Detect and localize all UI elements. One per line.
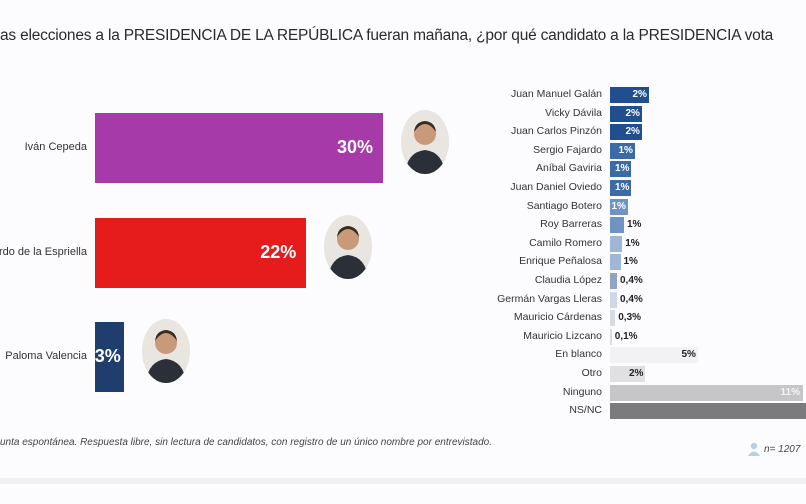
bar-value-label: 1% bbox=[625, 237, 640, 249]
bar-value-label: 1% bbox=[615, 182, 630, 193]
category-label: Enrique Peñalosa bbox=[519, 255, 602, 268]
bar-value-label: 1% bbox=[615, 163, 630, 175]
category-label: Juan Daniel Oviedo bbox=[510, 181, 602, 193]
bar-value-label: 2% bbox=[629, 368, 644, 379]
category-label: Juan Carlos Pinzón bbox=[510, 125, 602, 138]
category-label: Germán Vargas Lleras bbox=[497, 292, 602, 305]
candidate-name: rdo de la Espriella bbox=[0, 246, 87, 258]
bar bbox=[610, 161, 631, 178]
category-label: Camilo Romero bbox=[529, 236, 602, 249]
candidate-name: Paloma Valencia bbox=[5, 350, 87, 362]
category-label: Mauricio Lizcano bbox=[523, 329, 602, 342]
bar bbox=[610, 403, 806, 420]
bar bbox=[610, 180, 631, 196]
bar bbox=[610, 198, 628, 215]
bar-value-label: 1% bbox=[627, 219, 642, 231]
bar-value-label: 2% bbox=[632, 89, 647, 100]
bar-value-label: 5% bbox=[681, 349, 696, 361]
bar bbox=[610, 105, 642, 122]
category-label: Juan Manuel Galán bbox=[510, 88, 602, 100]
bar-value-label: 0,3% bbox=[618, 312, 642, 324]
bar bbox=[610, 291, 617, 308]
category-label: Ninguno bbox=[562, 385, 602, 398]
category-label: NS/NC bbox=[569, 404, 602, 417]
bar-value-label: 1% bbox=[618, 144, 633, 156]
footer-band bbox=[0, 478, 806, 484]
category-label: Otro bbox=[581, 367, 602, 379]
bar-value-label: 2% bbox=[625, 126, 640, 138]
candidate-photo bbox=[141, 319, 190, 383]
category-label: Santiago Botero bbox=[526, 199, 602, 212]
bar-value-label: 11% bbox=[780, 386, 800, 398]
bar-value-label: 0,4% bbox=[620, 275, 643, 286]
bar bbox=[95, 218, 307, 288]
category-label: En blanco bbox=[555, 348, 602, 361]
bar bbox=[95, 322, 124, 392]
category-label: Mauricio Cárdenas bbox=[513, 311, 602, 324]
bar bbox=[610, 384, 803, 401]
category-label: Aníbal Gaviria bbox=[536, 162, 602, 175]
candidate-photo bbox=[324, 215, 373, 279]
bar-value-label: 1% bbox=[611, 200, 626, 212]
bar-value-label: 1% bbox=[623, 256, 638, 268]
bar bbox=[610, 366, 645, 382]
footnote: unta espontánea. Respuesta libre, sin le… bbox=[0, 437, 492, 448]
bar-value-label: 30% bbox=[337, 137, 374, 157]
bar-value-label: 0,1% bbox=[614, 330, 638, 342]
bar bbox=[610, 328, 612, 345]
sample-size: n= 1207 bbox=[764, 444, 801, 455]
bar bbox=[95, 113, 383, 183]
candidate-photo bbox=[401, 110, 449, 174]
person-icon bbox=[748, 442, 760, 456]
bar bbox=[610, 310, 616, 327]
bar-value-label: 3% bbox=[94, 346, 121, 366]
category-label: Claudia López bbox=[534, 274, 602, 286]
bar-value-label: 2% bbox=[625, 107, 640, 119]
bar bbox=[610, 254, 621, 271]
candidate-name: Iván Cepeda bbox=[24, 141, 87, 153]
bar bbox=[610, 87, 649, 103]
bar-value-label: 0,4% bbox=[620, 293, 643, 305]
bar bbox=[610, 124, 642, 141]
bar bbox=[610, 142, 635, 159]
chart-title: as elecciones a la PRESIDENCIA DE LA REP… bbox=[0, 27, 774, 44]
bar bbox=[610, 217, 624, 234]
bar bbox=[610, 347, 698, 364]
category-label: Vicky Dávila bbox=[545, 106, 602, 119]
bar-value-label: 22% bbox=[260, 242, 297, 262]
category-label: Roy Barreras bbox=[540, 218, 602, 231]
bar bbox=[610, 235, 623, 252]
category-label: Sergio Fajardo bbox=[533, 143, 602, 156]
bar bbox=[610, 273, 617, 289]
